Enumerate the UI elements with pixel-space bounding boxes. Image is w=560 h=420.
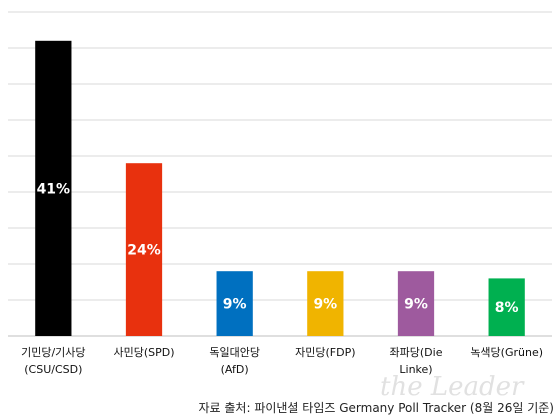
data-label: 9%: [313, 297, 337, 313]
labels: 41% 기민당/기사당 (CSU/CSD) 24% 사민당(SPD) 9% 독일대안당 (Af…: [21, 181, 543, 376]
data-label: 9%: [223, 297, 247, 313]
source-note: 자료 출처: 파이낸셜 타임즈 Germany Poll Tracker (8월…: [198, 401, 554, 415]
category-label: 사민당(SPD): [113, 346, 174, 359]
watermark-logo: the Leader: [380, 372, 524, 402]
bar: [125, 163, 163, 336]
bar: [216, 271, 253, 336]
data-label: 9%: [404, 297, 428, 313]
category-label-line: 좌파당(Die: [390, 346, 443, 359]
category-label: 기민당/기사당 (CSU/CSD): [21, 346, 85, 376]
category-label: 독일대안당 (AfD): [209, 345, 260, 376]
category-label-line: 독일대안당: [209, 345, 260, 359]
data-label: 8%: [495, 300, 519, 316]
gridlines: [8, 11, 552, 337]
bar: [488, 278, 525, 336]
category-label-line: (AfD): [221, 363, 249, 376]
category-label: 좌파당(Die Linke): [390, 346, 443, 376]
category-label: 녹색당(Grüne): [470, 346, 543, 359]
bar: [307, 271, 344, 336]
bars: [35, 40, 525, 337]
category-label: 자민당(FDP): [295, 346, 355, 359]
category-label-line: (CSU/CSD): [24, 363, 82, 376]
category-label-line: 기민당/기사당: [21, 346, 85, 359]
bar: [35, 40, 72, 337]
data-label: 41%: [37, 181, 71, 197]
category-label-line: 녹색당(Grüne): [470, 346, 543, 359]
category-label-line: 자민당(FDP): [295, 346, 355, 359]
bar: [397, 271, 435, 336]
category-label-line: 사민당(SPD): [113, 346, 174, 359]
data-label: 24%: [127, 243, 161, 259]
category-label-line: Linke): [399, 363, 432, 376]
